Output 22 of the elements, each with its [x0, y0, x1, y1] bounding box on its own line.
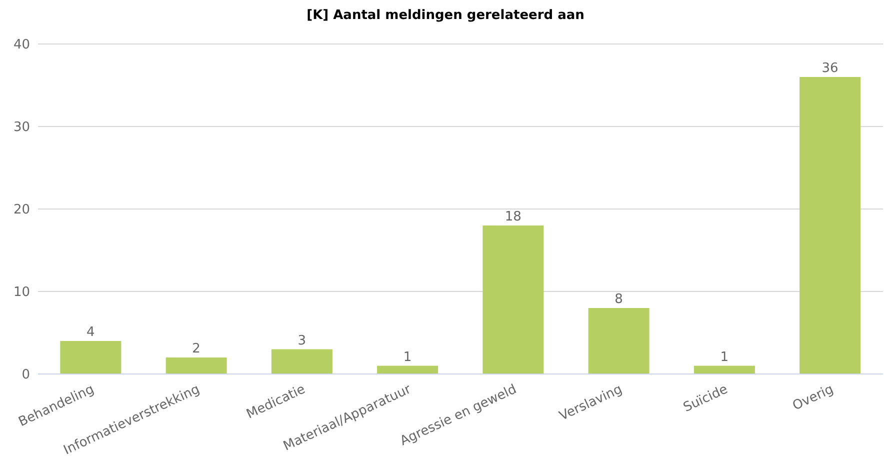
bar: [166, 358, 227, 374]
data-label: 8: [614, 292, 623, 307]
y-tick-label: 40: [13, 38, 30, 53]
data-label: 36: [822, 61, 838, 76]
chart-title: [K] Aantal meldingen gerelateerd aan: [306, 8, 586, 25]
data-label: 4: [86, 325, 95, 340]
data-label: 18: [504, 210, 522, 224]
bar: [482, 226, 544, 374]
y-tick-label: 0: [22, 368, 30, 383]
y-tick-label: 10: [13, 285, 30, 300]
data-label: 3: [298, 333, 306, 348]
bar: [694, 366, 755, 374]
y-tick-label: 20: [13, 202, 30, 218]
bar: [588, 308, 650, 374]
bar: [271, 349, 332, 374]
data-label: 1: [403, 350, 412, 365]
bar: [800, 77, 861, 374]
data-label: 1: [720, 350, 729, 365]
bar: [377, 366, 438, 374]
bar: [60, 341, 122, 374]
data-label: 2: [192, 342, 200, 356]
y-tick-label: 30: [13, 120, 30, 136]
